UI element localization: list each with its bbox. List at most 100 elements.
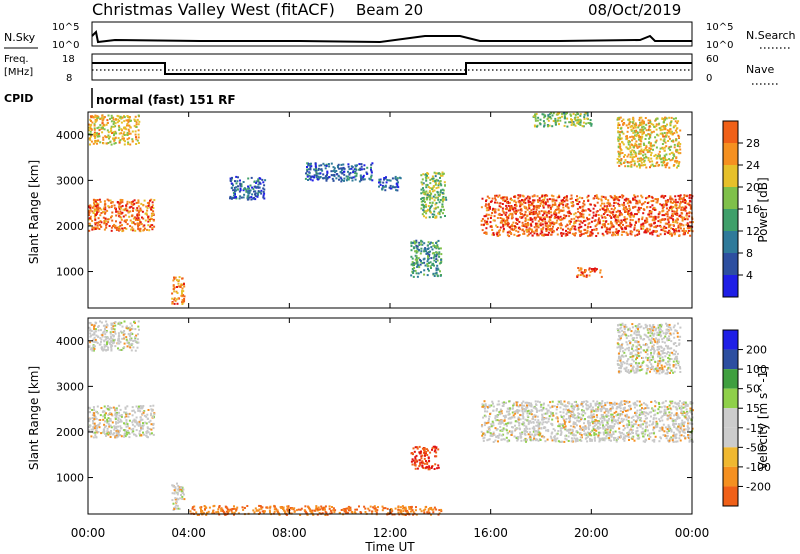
power-data-layer [88,112,694,305]
velocity-colorbar-swatches [723,330,738,506]
velocity-colorbar-swatch [723,447,738,467]
velocity-colorbar-tick-label: -200 [746,480,771,493]
velocity-echo-region [480,400,694,443]
freq-trace [92,62,692,75]
power-panel-frame [87,111,693,309]
power-colorbar-swatch [723,165,738,187]
velocity-colorbar-swatch [723,466,738,487]
power-echo-region [420,171,448,219]
velocity-ytick-label: 3000 [56,380,84,393]
time-x-axis: 00:00 04:00 08:00 12:00 16:00 20:00 00:00 [71,112,710,540]
velocity-colorbar-swatch [723,349,738,370]
velocity-echo-region [88,404,156,439]
power-colorbar-swatch [723,121,738,143]
power-echo-region [480,194,694,238]
velocity-colorbar-swatch [723,427,738,448]
xtick-label: 00:00 [675,526,710,540]
velocity-colorbar-label: Velocity [m s^-1] [756,366,770,470]
power-colorbar-swatch [723,187,738,209]
power-echo-region [532,112,593,128]
power-colorbar-tick-label: 12 [746,225,760,238]
power-ytick-label: 2000 [56,220,84,233]
nave-tick-top: 60 [706,54,719,65]
velocity-colorbar-tick-label: -100 [746,461,771,474]
time-xlabel: Time UT [364,540,415,554]
velocity-colorbar: 200 100 50 15 -15 -50 -100 -200 Velocity [m s^-… [722,329,771,507]
power-y-axis: 1000 2000 3000 4000 [56,129,692,279]
velocity-echo-region [616,322,682,375]
power-ylabel: Slant Range [km] [27,160,41,264]
velocity-colorbar-tick-label: -50 [746,441,764,454]
velocity-echo-region [88,320,140,352]
freq-panel-frame [91,53,693,81]
xtick-label: 04:00 [171,526,206,540]
noise-right-tick-bottom: 10^0 [706,40,733,51]
power-colorbar-swatch [723,143,738,165]
chart-title: Christmas Valley West (fitACF) [92,0,335,19]
power-echo-region [229,175,267,201]
xtick-label: 12:00 [373,526,408,540]
power-colorbar: 4 8 12 16 20 24 28 Power [dB] [722,120,770,298]
velocity-panel: 1000 2000 3000 4000 Slant Range [km] [27,317,694,516]
velocity-y-axis: 1000 2000 3000 4000 [56,335,692,485]
power-echo-region [410,239,443,278]
power-colorbar-tick-label: 28 [746,137,760,150]
power-colorbar-swatch [723,231,738,253]
freq-label: Freq. [4,54,29,65]
velocity-data-layer [88,320,694,516]
power-echo-region [88,198,156,233]
nave-tick-bottom: 0 [706,73,712,84]
xtick-label: 08:00 [272,526,307,540]
noise-sky-trace [91,29,692,44]
noise-left-label: N.Sky [4,31,36,44]
velocity-colorbar-ticks: 200 100 50 15 -15 -50 -100 -200 [738,344,771,493]
velocity-colorbar-swatch [723,408,738,428]
power-colorbar-swatch [723,275,738,297]
freq-tick-top: 18 [62,54,75,65]
date-label: 08/Oct/2019 [588,1,681,19]
velocity-ytick-label: 2000 [56,426,84,439]
power-echo-region [616,116,682,169]
velocity-colorbar-frame [722,329,739,507]
power-echo-region [304,162,374,183]
cpid-label: CPID [4,92,33,105]
power-colorbar-swatch [723,209,738,231]
xtick-label: 00:00 [71,526,106,540]
power-colorbar-ticks: 4 8 12 16 20 24 28 [738,137,760,282]
velocity-echo-region [171,482,186,511]
velocity-ytick-label: 1000 [56,472,84,485]
power-echo-region [88,114,141,146]
power-ytick-label: 4000 [56,129,84,142]
velocity-colorbar-tick-label: 15 [746,402,760,415]
velocity-ylabel: Slant Range [km] [27,366,41,470]
velocity-colorbar-swatch [723,486,738,506]
xtick-label: 16:00 [473,526,508,540]
velocity-colorbar-swatch [723,330,738,350]
power-echo-region [171,276,186,305]
freq-unit-label: [MHz] [4,67,33,78]
velocity-colorbar-swatch [723,369,738,389]
power-colorbar-swatches [723,121,738,297]
power-ytick-label: 3000 [56,174,84,187]
cpid-text: normal (fast) 151 RF [96,93,236,107]
power-echo-region [378,175,402,192]
velocity-colorbar-tick-label: -15 [746,422,764,435]
power-colorbar-swatch [723,253,738,275]
noise-right-label: N.Search [746,29,796,42]
velocity-colorbar-swatch [723,388,738,409]
velocity-echo-region [410,445,440,471]
power-colorbar-tick-label: 4 [746,269,753,282]
power-colorbar-tick-label: 24 [746,159,760,172]
velocity-colorbar-tick-label: 100 [746,363,767,376]
noise-panel-frame [91,21,693,47]
power-echo-region [576,267,603,278]
power-colorbar-tick-label: 20 [746,181,760,194]
power-colorbar-label: Power [dB] [756,177,770,242]
velocity-colorbar-tick-label: 200 [746,344,767,357]
noise-left-tick-top: 10^5 [52,22,79,33]
noise-right-tick-top: 10^5 [706,22,733,33]
freq-tick-bottom: 8 [66,73,72,84]
beam-label: Beam 20 [356,1,423,19]
nave-label: Nave [746,63,774,76]
noise-left-tick-bottom: 10^0 [52,40,79,51]
